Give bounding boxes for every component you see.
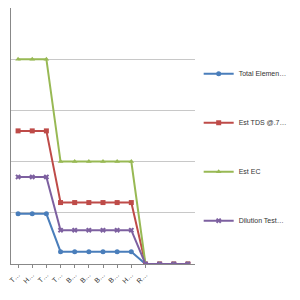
svg-text:H…: H… bbox=[121, 271, 134, 284]
svg-text:H…: H… bbox=[22, 271, 35, 284]
svg-text:Dilution Test…: Dilution Test… bbox=[239, 217, 284, 224]
svg-text:Est EC: Est EC bbox=[239, 168, 261, 175]
svg-text:Total Elemen…: Total Elemen… bbox=[239, 70, 286, 77]
svg-text:T…: T… bbox=[51, 271, 64, 284]
svg-text:B…: B… bbox=[79, 271, 92, 284]
svg-text:R…: R… bbox=[135, 271, 148, 284]
svg-text:B…: B… bbox=[107, 271, 120, 284]
svg-text:Est TDS @.7…: Est TDS @.7… bbox=[239, 119, 287, 126]
svg-text:T…: T… bbox=[8, 271, 21, 284]
svg-text:T…: T… bbox=[37, 271, 50, 284]
svg-text:B…: B… bbox=[65, 271, 78, 284]
svg-text:B…: B… bbox=[93, 271, 106, 284]
